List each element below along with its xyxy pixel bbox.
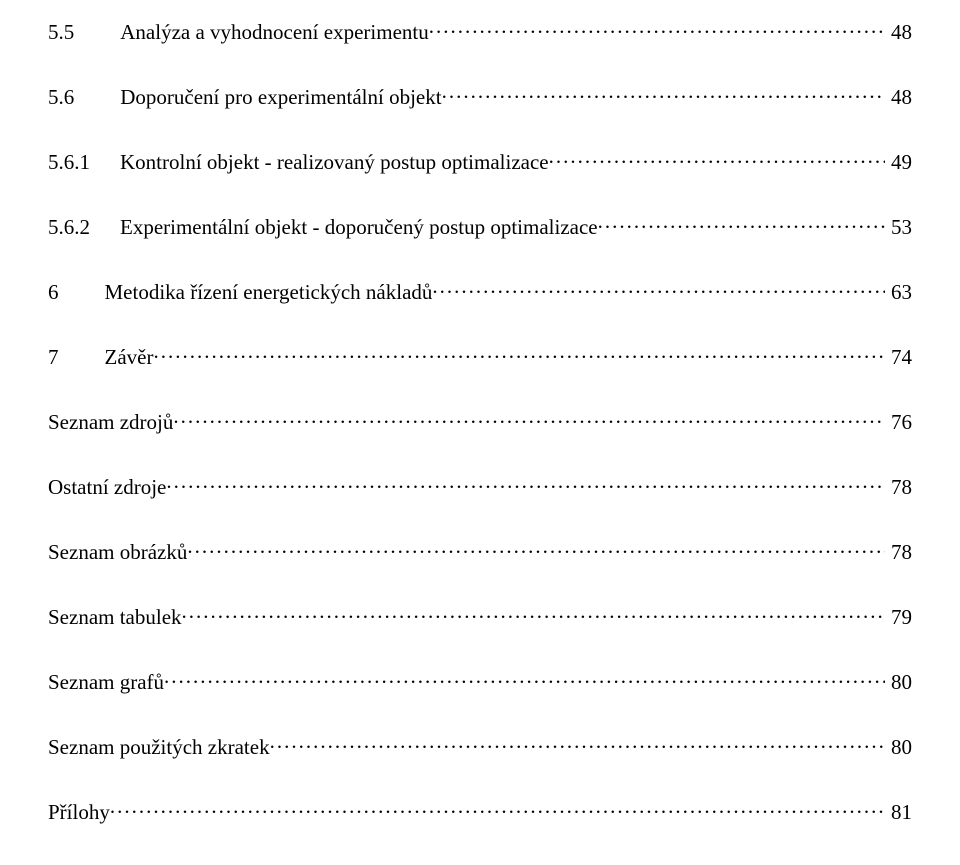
- toc-leader-dots: [153, 343, 885, 364]
- toc-entry: Seznam obrázků 78: [48, 538, 912, 565]
- toc-entry-number: 5.6: [48, 85, 74, 110]
- toc-entry-page: 78: [885, 540, 912, 565]
- toc-entry-title: Seznam použitých zkratek: [48, 735, 270, 760]
- toc-entry-page: 78: [885, 475, 912, 500]
- toc-entry-page: 49: [885, 150, 912, 175]
- toc-entry-page: 74: [885, 345, 912, 370]
- toc-entry-number: 5.5: [48, 20, 74, 45]
- toc-entry-title: Experimentální objekt - doporučený postu…: [120, 215, 598, 240]
- toc-leader-dots: [429, 18, 885, 39]
- toc-leader-dots: [598, 213, 885, 234]
- toc-leader-dots: [549, 148, 885, 169]
- toc-entry: 5.6.1 Kontrolní objekt - realizovaný post…: [48, 148, 912, 175]
- toc-entry-title: Seznam grafů: [48, 670, 164, 695]
- toc-entry-page: 81: [885, 800, 912, 825]
- toc-entry-title: Kontrolní objekt - realizovaný postup op…: [120, 150, 549, 175]
- toc-leader-dots: [270, 733, 885, 754]
- toc-entry-page: 80: [885, 735, 912, 760]
- toc-entry: 5.6.2 Experimentální objekt - doporučený …: [48, 213, 912, 240]
- toc-entry-title: Analýza a vyhodnocení experimentu: [120, 20, 428, 45]
- toc-entry: 5.5 Analýza a vyhodnocení experimentu 48: [48, 18, 912, 45]
- toc-leader-dots: [166, 473, 885, 494]
- toc-leader-dots: [432, 278, 885, 299]
- toc-entry-page: 48: [885, 85, 912, 110]
- toc-entry-title: Seznam tabulek: [48, 605, 182, 630]
- toc-leader-dots: [164, 668, 885, 689]
- toc-entry-number: 5.6.1: [48, 150, 90, 175]
- toc-page: 5.5Analýza a vyhodnocení experimentu485.…: [0, 0, 960, 865]
- toc-entry: 5.6 Doporučení pro experimentální objekt 4…: [48, 83, 912, 110]
- toc-leader-dots: [182, 603, 885, 624]
- toc-entry-title: Přílohy: [48, 800, 110, 825]
- toc-leader-dots: [110, 798, 885, 819]
- toc-entry-number: 6: [48, 280, 59, 305]
- toc-entry: Ostatní zdroje 78: [48, 473, 912, 500]
- toc-entry-page: 63: [885, 280, 912, 305]
- toc-entry-title: Závěr: [105, 345, 154, 370]
- toc-entry-title: Seznam zdrojů: [48, 410, 173, 435]
- toc-leader-dots: [173, 408, 885, 429]
- toc-entry-title: Doporučení pro experimentální objekt: [120, 85, 441, 110]
- toc-entry-number: 7: [48, 345, 59, 370]
- toc-entry: 6 Metodika řízení energetických nákladů 63: [48, 278, 912, 305]
- toc-entry-page: 76: [885, 410, 912, 435]
- toc-entry-page: 48: [885, 20, 912, 45]
- toc-leader-dots: [442, 83, 885, 104]
- toc-entry: 7 Závěr 74: [48, 343, 912, 370]
- toc-entry-title: Ostatní zdroje: [48, 475, 166, 500]
- toc-entry: Seznam grafů 80: [48, 668, 912, 695]
- toc-entry: Seznam tabulek 79: [48, 603, 912, 630]
- toc-entry-page: 80: [885, 670, 912, 695]
- toc-entry: Seznam použitých zkratek 80: [48, 733, 912, 760]
- toc-entry-page: 53: [885, 215, 912, 240]
- toc-leader-dots: [187, 538, 885, 559]
- toc-entry-title: Metodika řízení energetických nákladů: [105, 280, 433, 305]
- toc-entry: Seznam zdrojů 76: [48, 408, 912, 435]
- toc-entry-number: 5.6.2: [48, 215, 90, 240]
- toc-entry: Přílohy 81: [48, 798, 912, 825]
- toc-entry-page: 79: [885, 605, 912, 630]
- toc-entry-title: Seznam obrázků: [48, 540, 187, 565]
